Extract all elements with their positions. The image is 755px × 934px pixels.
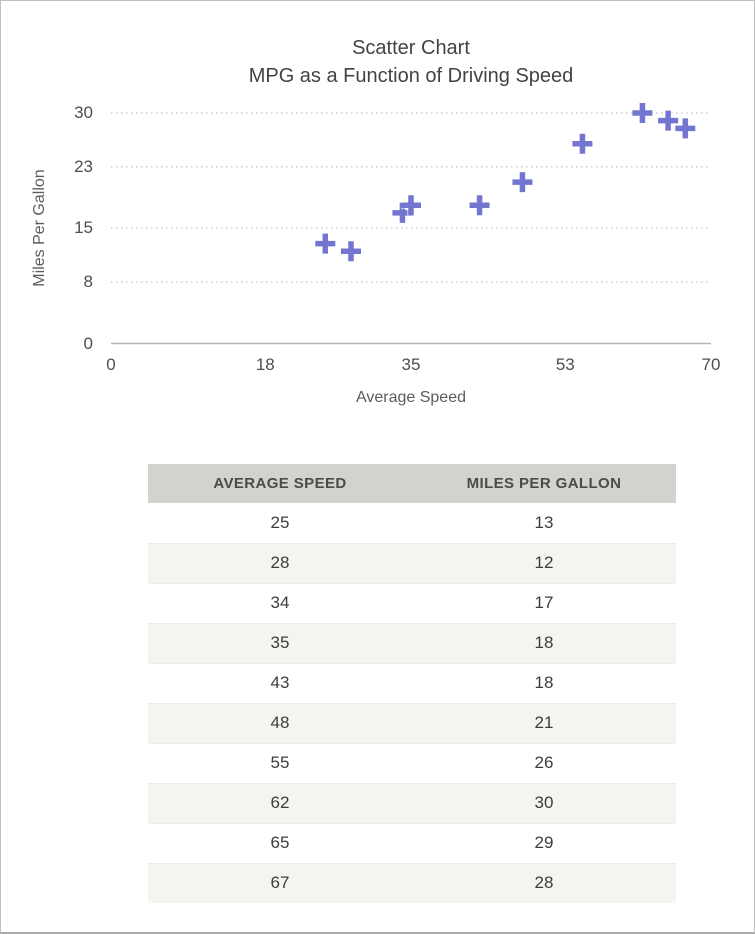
table-header: AVERAGE SPEED MILES PER GALLON	[148, 464, 676, 503]
table-cell[interactable]: 55	[270, 753, 290, 772]
x-tick-label: 18	[255, 355, 275, 374]
table-cell[interactable]: 28	[270, 553, 290, 572]
data-point-marker[interactable]	[658, 110, 679, 131]
x-axis-title: Average Speed	[355, 389, 466, 406]
table-cell[interactable]: 29	[534, 833, 554, 852]
table-row: 55 26	[148, 743, 676, 783]
y-tick-label: 0	[83, 333, 93, 353]
table-header-row: AVERAGE SPEED MILES PER GALLON	[148, 464, 676, 503]
table-cell[interactable]: 30	[534, 793, 554, 812]
y-tick-label: 15	[74, 218, 93, 238]
data-point-marker[interactable]	[469, 195, 490, 216]
table-cell[interactable]: 25	[270, 512, 290, 532]
table-header-average-speed[interactable]: AVERAGE SPEED	[148, 464, 412, 503]
data-table[interactable]: AVERAGE SPEED MILES PER GALLON 25 13 28 12 3…	[148, 464, 676, 903]
table-cell[interactable]: 17	[534, 593, 554, 612]
table-cell[interactable]: 65	[270, 833, 290, 852]
data-point-marker[interactable]	[512, 172, 533, 193]
data-point-marker[interactable]	[401, 195, 421, 216]
data-point-marker[interactable]	[632, 103, 653, 123]
y-tick-label: 23	[74, 156, 93, 176]
scatter-plot-area[interactable]	[1, 1, 755, 431]
data-point-marker[interactable]	[675, 118, 696, 139]
table-body: 25 13 28 12 34 17 35 18 43 18 48 21 55 26 62 30 65 29 67 28	[148, 503, 676, 903]
table-cell[interactable]: 21	[534, 713, 554, 732]
table-row: 62 30	[148, 783, 676, 823]
table-cell[interactable]: 13	[534, 512, 554, 532]
table-row: 34 17	[148, 583, 676, 623]
table-cell[interactable]: 48	[270, 713, 290, 732]
table-cell[interactable]: 26	[534, 753, 554, 772]
table-cell[interactable]: 67	[270, 873, 290, 893]
table-cell[interactable]: 62	[270, 793, 290, 812]
data-point-marker[interactable]	[341, 241, 361, 262]
data-point-marker[interactable]	[315, 233, 336, 254]
y-tick-label: 8	[83, 272, 93, 292]
chart-title-line2: MPG as a Function of Driving Speed	[248, 65, 574, 87]
table-header-miles-per-gallon[interactable]: MILES PER GALLON	[412, 464, 676, 503]
table-row: 35 18	[148, 623, 676, 663]
table-cell[interactable]: 34	[270, 593, 290, 612]
x-tick-label: 0	[106, 355, 116, 374]
table-row: 67 28	[148, 863, 676, 903]
table-row: 25 13	[148, 503, 676, 543]
table-cell[interactable]: 18	[534, 673, 554, 692]
x-tick-label: 53	[555, 355, 575, 374]
chart-title-line1: Scatter Chart	[352, 37, 470, 59]
table-row: 65 29	[148, 823, 676, 863]
x-tick-label: 70	[701, 355, 721, 374]
table-row: 48 21	[148, 703, 676, 743]
data-point-marker[interactable]	[572, 133, 593, 154]
table-row: 28 12	[148, 543, 676, 583]
table-cell[interactable]: 28	[534, 873, 554, 893]
x-tick-label: 35	[401, 355, 421, 374]
table-cell[interactable]: 12	[534, 553, 554, 572]
chart-title: Scatter Chart MPG as a Function of Drivi…	[111, 34, 711, 90]
table-cell[interactable]: 43	[270, 673, 290, 692]
table-cell[interactable]: 35	[270, 633, 290, 652]
table-row: 43 18	[148, 663, 676, 703]
y-tick-label: 30	[74, 103, 93, 122]
table-cell[interactable]: 18	[534, 633, 554, 652]
